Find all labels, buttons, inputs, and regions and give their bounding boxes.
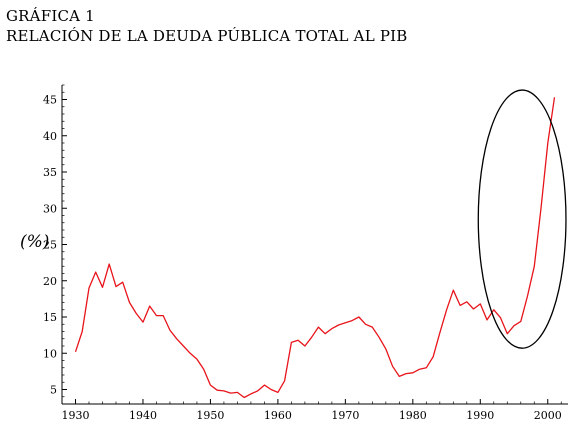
chart-header: GRÁFICA 1 RELACIÓN DE LA DEUDA PÚBLICA T… bbox=[6, 6, 408, 46]
x-tick-label: 1980 bbox=[399, 409, 427, 422]
axes: 5 10 15 20 25 30 35 40 45 1930 1940 1950 1960 1970 198… bbox=[43, 84, 568, 422]
x-tick-label: 1930 bbox=[61, 409, 89, 422]
x-tick-label: 1940 bbox=[129, 409, 157, 422]
chart-title: RELACIÓN DE LA DEUDA PÚBLICA TOTAL AL PI… bbox=[6, 27, 408, 45]
y-tick-label: 40 bbox=[43, 130, 57, 143]
y-tick-label: 10 bbox=[43, 347, 57, 360]
annotation-group bbox=[477, 89, 567, 349]
chart-label: GRÁFICA 1 bbox=[6, 7, 95, 25]
y-tick-label: 25 bbox=[43, 239, 57, 252]
x-tick-label: 1970 bbox=[331, 409, 359, 422]
y-tick-label: 15 bbox=[43, 311, 57, 324]
y-tick-label: 30 bbox=[43, 202, 57, 215]
x-tick-label: 1960 bbox=[264, 409, 292, 422]
highlight-ellipse bbox=[477, 89, 567, 349]
y-tick-label: 20 bbox=[43, 275, 57, 288]
y-tick-label: 5 bbox=[50, 384, 57, 397]
y-tick-label: 45 bbox=[43, 94, 57, 107]
series-line bbox=[74, 97, 556, 399]
series-group bbox=[74, 97, 556, 399]
x-tick-label: 1950 bbox=[196, 409, 224, 422]
x-tick-label: 1990 bbox=[466, 409, 494, 422]
y-axis-label: (%) bbox=[20, 232, 50, 252]
y-tick-label: 35 bbox=[43, 166, 57, 179]
x-tick-label: 2000 bbox=[534, 409, 562, 422]
